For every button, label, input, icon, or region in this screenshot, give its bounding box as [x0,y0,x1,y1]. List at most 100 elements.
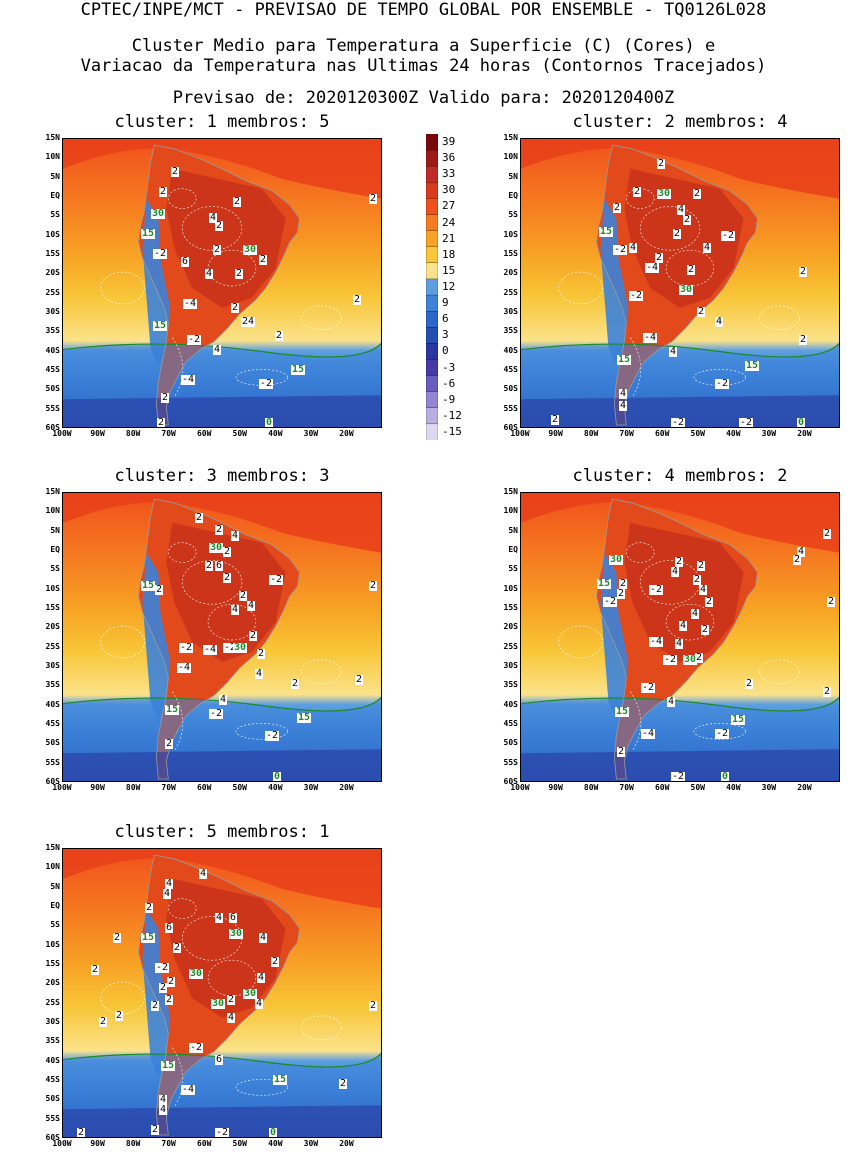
variation-contour-label: -4 [181,374,196,385]
colorbar [426,134,438,440]
variation-contour-label: 2 [145,902,154,913]
lat-tick-label: EQ [508,545,518,554]
lon-tick-label: 100W [52,429,72,438]
variation-contour-label: 2 [157,417,166,428]
lat-tick-label: 20S [45,978,60,988]
header-line3: Variacao da Temperatura nas Ultimas 24 h… [80,56,767,76]
colorbar-swatch [426,391,438,409]
lon-tick-label: 30W [761,783,777,792]
variation-contour-label: 2 [151,1000,160,1011]
lat-tick-label: 5N [508,171,518,181]
lat-tick-label: 60S [45,777,60,786]
variation-contour-label: -2 [179,642,194,653]
variation-contour-label: -2 [223,642,238,653]
lat-tick-label: 60S [45,423,60,432]
variation-contour-label: 2 [215,220,224,231]
lat-tick-label: EQ [50,901,60,910]
lat-tick-label: 25S [45,997,60,1007]
temperature-contour-label: 0 [265,417,274,428]
lat-tick-label: 5N [50,881,60,891]
lat-tick-label: 15S [45,603,60,612]
variation-contour-label: -2 [603,596,618,607]
lat-tick-label: 55S [45,403,60,413]
variation-contour-label: 4 [205,268,214,279]
lat-tick-label: 15N [45,133,60,142]
lat-tick-label: EQ [50,545,60,554]
variation-contour-label: 4 [199,868,208,879]
temperature-contour-label: 15 [141,580,156,591]
lat-tick-label: 50S [503,384,518,394]
colorbar-label: 27 [442,199,456,213]
variation-contour-label: 2 [167,976,176,987]
lon-tick-label: 40W [268,429,283,438]
lat-tick-label: 10N [45,506,60,516]
variation-contour-label: 2 [249,630,258,641]
colorbar-label: 6 [442,312,449,326]
variation-contour-label: 2 [227,994,236,1005]
lon-tick-label: 90W [90,1139,105,1148]
colorbar-swatch [426,134,438,151]
variation-contour-label: 2 [683,214,692,225]
lon-tick-label: 70W [161,1139,176,1148]
temperature-contour-label: 15 [141,228,156,239]
colorbar-swatch [426,166,438,183]
panel-title: cluster: 2 membros: 4 [572,112,788,132]
lon-tick-label: 30W [303,783,319,792]
variation-contour-label: -2 [265,730,280,741]
lon-tick-label: 80W [125,429,141,438]
variation-contour-label: -2 [209,708,224,719]
lat-tick-label: 5S [50,920,60,930]
temperature-contour-label: 15 [153,320,168,331]
variation-contour-label: 6 [215,1054,224,1065]
colorbar-swatch [426,359,438,377]
lat-tick-label: 15N [503,487,518,496]
lat-tick-label: 20S [45,268,60,278]
lat-tick-label: 40S [45,345,60,355]
variation-contour-label: -2 [649,584,664,595]
lon-tick-label: 30W [303,429,319,438]
lat-tick-label: 15N [503,133,518,142]
variation-contour-label: -4 [643,332,658,343]
colorbar-label: -9 [442,392,456,406]
variation-contour-label: 6 [229,912,238,923]
temperature-contour-label: 30 [229,928,244,939]
variation-contour-label: -2 [739,417,754,428]
variation-contour-label: 2 [693,188,702,199]
colorbar-label: 3 [442,328,449,342]
lat-tick-label: 40S [45,699,60,709]
colorbar-swatch [426,262,438,280]
lat-tick-label: 15S [503,249,518,258]
lon-tick-label: 40W [268,783,283,792]
variation-contour-label: 6 [215,560,224,571]
lat-tick-label: EQ [50,191,60,200]
lon-tick-label: 20W [797,783,812,792]
variation-contour-label: 4 [699,584,708,595]
colorbar-swatch [426,375,438,393]
variation-contour-label: 2 [91,964,100,975]
temperature-contour-label: 15 [617,354,632,365]
variation-contour-label: 2 [231,302,240,313]
variation-contour-label: 4 [257,972,266,983]
temperature-contour-label: 0 [269,1127,278,1138]
variation-contour-label: -4 [649,636,664,647]
temperature-contour-label: 30 [243,244,258,255]
lon-tick-label: 50W [690,429,705,438]
variation-contour-label: 4 [255,998,264,1009]
lon-tick-label: 80W [583,429,599,438]
lat-tick-label: 50S [503,738,518,748]
panel-title: cluster: 5 membros: 1 [114,822,330,842]
temperature-contour-label: 30 [657,188,672,199]
variation-contour-label: 4 [675,638,684,649]
variation-contour-label: 6 [181,256,190,267]
variation-contour-label: -2 [671,417,686,428]
lat-tick-label: 15S [45,959,60,968]
variation-contour-label: 2 [275,330,284,341]
variation-contour-label: 4 [671,566,680,577]
lat-tick-label: 10S [45,583,60,593]
variation-contour-label: -4 [183,298,198,309]
lat-tick-label: 45S [45,719,60,728]
variation-contour-label: -2 [153,248,168,259]
lat-tick-label: 5S [50,210,60,220]
temperature-contour-label: 15 [141,932,156,943]
temperature-contour-label: 15 [297,712,312,723]
